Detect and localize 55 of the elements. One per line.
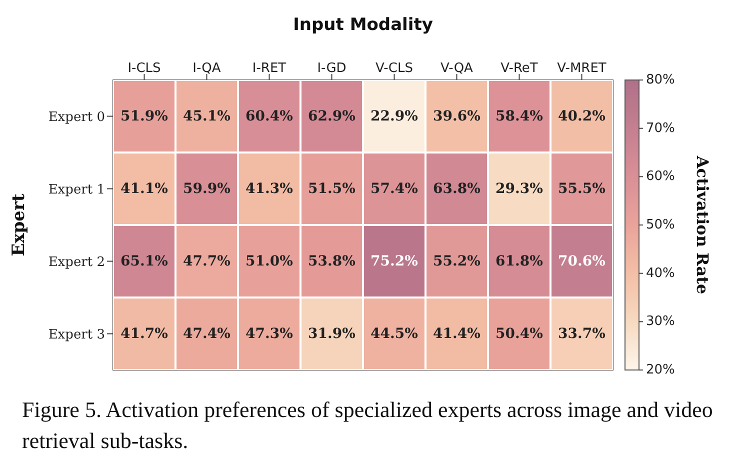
x-tick-label: I-QA <box>192 61 221 76</box>
y-tick-label: Expert 1 <box>48 182 105 198</box>
data-label: 44.5% <box>370 326 418 342</box>
data-label: 41.3% <box>246 180 293 197</box>
color-bar-label: 80% <box>646 72 675 88</box>
data-label: 45.1% <box>183 108 230 124</box>
y-axis-title: Expert <box>9 194 30 256</box>
data-label: 51.5% <box>308 180 356 197</box>
data-label: 29.3% <box>496 180 543 197</box>
color-bar-label: 70% <box>646 120 675 136</box>
data-label: 51.0% <box>246 253 293 270</box>
data-label: 57.4% <box>370 180 418 197</box>
data-label: 47.7% <box>183 253 230 270</box>
data-label: 31.9% <box>308 326 356 342</box>
data-label: 41.4% <box>433 326 480 342</box>
data-label: 22.9% <box>370 108 418 124</box>
x-tick-label: V-ReT <box>500 61 538 76</box>
caption: Figure 5. Activation preferences of specialized experts across image and video retrieval sub-tasks. <box>22 396 714 455</box>
y-tick-label: Expert 3 <box>48 327 105 342</box>
data-label: 55.5% <box>558 180 606 197</box>
x-tick-label: V-MRET <box>557 61 606 76</box>
color-bar-label: 50% <box>646 218 675 232</box>
y-tick-label: Expert 2 <box>48 254 105 270</box>
data-label: 58.4% <box>496 108 543 124</box>
data-label: 53.8% <box>308 253 356 270</box>
data-label: 60.4% <box>246 108 293 124</box>
data-label: 41.1% <box>120 180 168 197</box>
data-label: 33.7% <box>558 326 606 342</box>
x-tick-label: V-CLS <box>376 61 413 76</box>
y-tick-label: Expert 0 <box>48 110 105 125</box>
data-label: 40.2% <box>558 108 606 124</box>
data-label: 59.9% <box>183 180 230 197</box>
data-label: 62.9% <box>308 108 356 124</box>
x-tick-label: I-GD <box>317 61 346 76</box>
x-tick-label: I-RET <box>252 61 286 76</box>
chart-title: Input Modality <box>293 15 433 35</box>
data-label: 51.9% <box>120 108 168 124</box>
x-tick-label: V-QA <box>440 61 474 76</box>
color-bar-label: 30% <box>646 314 675 330</box>
color-bar-label: 40% <box>646 266 675 281</box>
data-label: 70.6% <box>558 253 606 270</box>
data-label: 55.2% <box>433 253 480 270</box>
color-bar-title: Activation Rate <box>693 154 712 294</box>
data-label: 50.4% <box>496 326 543 342</box>
x-tick-label: I-CLS <box>128 61 161 76</box>
data-label: 47.4% <box>183 326 230 342</box>
data-label: 63.8% <box>433 180 480 197</box>
data-label: 47.3% <box>246 326 293 342</box>
data-label: 41.7% <box>120 326 168 342</box>
data-label: 75.2% <box>370 253 418 270</box>
data-label: 65.1% <box>120 253 168 270</box>
data-label: 61.8% <box>496 253 543 270</box>
color-bar-label: 60% <box>646 169 675 184</box>
color-bar-label: 20% <box>646 362 675 378</box>
data-label: 39.6% <box>433 108 480 124</box>
